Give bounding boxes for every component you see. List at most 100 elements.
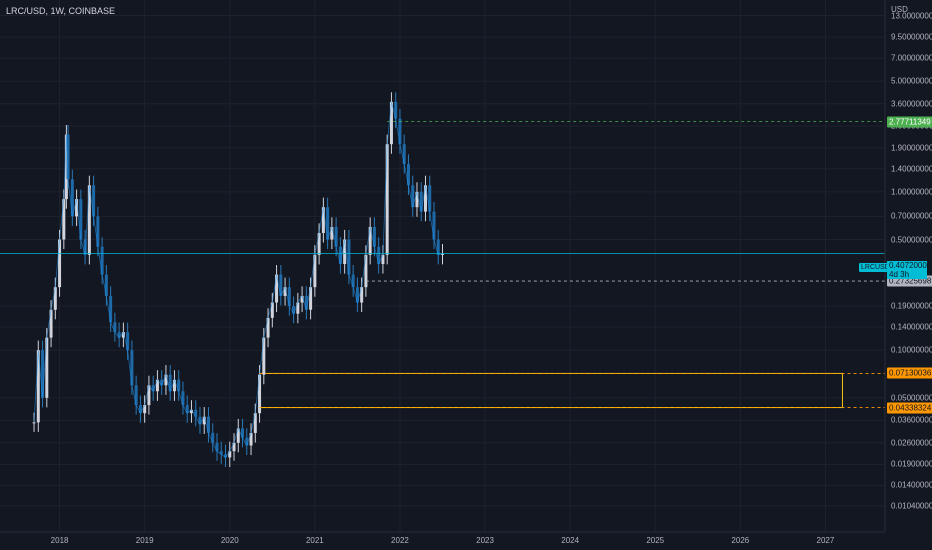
candle-body	[126, 332, 130, 351]
candle-body	[109, 295, 113, 323]
candle-body	[160, 379, 164, 386]
candle-body	[155, 379, 159, 392]
level-price-label: 0.04338324	[887, 402, 932, 414]
symbol-title: LRC/USD, 1W, COINBASE	[6, 6, 116, 16]
candle-body	[92, 185, 96, 217]
candle-body	[202, 416, 206, 425]
candle-body	[266, 317, 270, 338]
candle-body	[147, 385, 151, 406]
candle-body	[334, 226, 338, 247]
candle-body	[177, 379, 181, 392]
candle-body	[368, 226, 372, 255]
candle-body	[32, 422, 36, 424]
candle-body	[241, 428, 245, 438]
candle-body	[138, 405, 142, 414]
price-tick-label: 0.19000000	[891, 301, 932, 311]
price-tick-label: 13.00000000	[891, 11, 932, 20]
price-tick-label: 0.01400000	[891, 480, 932, 490]
candle-body	[406, 163, 410, 186]
price-tick-label: 1.90000000	[891, 143, 932, 153]
candle-body	[347, 239, 351, 275]
candle-body	[394, 101, 398, 119]
candle-body	[253, 413, 257, 433]
candle-body	[300, 295, 304, 303]
candle-body	[279, 274, 283, 296]
candle-body	[53, 287, 57, 310]
candle-body	[151, 385, 155, 392]
time-tick-label: 2024	[561, 536, 580, 545]
candle-body	[343, 239, 347, 265]
candle-body	[432, 211, 436, 240]
candle-body	[164, 374, 168, 386]
candle-body	[228, 451, 232, 458]
price-tick-label: 0.70000000	[891, 211, 932, 221]
candle-body	[198, 416, 202, 425]
candle-body	[58, 239, 62, 288]
candle-body	[262, 337, 266, 375]
candle-body	[249, 432, 253, 446]
candle-body	[287, 287, 291, 307]
candle-body	[389, 101, 393, 145]
candle-body	[236, 428, 240, 443]
candle-body	[49, 309, 53, 338]
candle-body	[355, 287, 359, 303]
candle-body	[436, 239, 440, 255]
candle-body	[351, 274, 355, 288]
candle-body	[121, 332, 125, 338]
price-tick-label: 0.01040000	[891, 501, 932, 511]
time-tick-label: 2021	[305, 536, 324, 545]
candle-body	[64, 134, 68, 200]
last-price-value: 0.40720000	[889, 261, 932, 270]
time-tick-label: 2020	[220, 536, 239, 545]
candle-body	[321, 207, 325, 233]
candle-body	[411, 185, 415, 208]
price-tick-label: 9.50000000	[891, 32, 932, 42]
time-tick-label: 2023	[476, 536, 494, 545]
candle-body	[75, 199, 79, 217]
demand-zone-rectangle[interactable]	[259, 372, 843, 409]
candle-body	[441, 253, 444, 255]
candle-body	[215, 442, 219, 452]
candle-body	[317, 232, 321, 255]
candle-body	[134, 385, 138, 406]
candle-body	[104, 274, 108, 296]
candle-body	[415, 191, 419, 208]
time-tick-label: 2027	[816, 536, 835, 545]
price-tick-label: 5.00000000	[891, 76, 932, 86]
price-tick-label: 0.03600000	[891, 415, 932, 425]
candle-body	[168, 374, 172, 392]
candle-body	[309, 287, 313, 310]
price-tick-label: 0.50000000	[891, 235, 932, 244]
candle-body	[96, 216, 100, 247]
candle-body	[100, 246, 104, 275]
candle-body	[372, 226, 376, 247]
candle-body	[172, 379, 176, 392]
candle-body	[398, 118, 402, 145]
time-tick-label: 2019	[135, 536, 154, 545]
candle-body	[62, 199, 66, 240]
price-tick-label: 0.01900000	[891, 459, 932, 469]
candle-body	[275, 274, 279, 303]
price-tick-label: 3.60000000	[891, 99, 932, 109]
candle-body	[36, 350, 40, 423]
candle-body	[70, 179, 74, 217]
candle-body	[224, 454, 228, 458]
candle-body	[270, 302, 274, 318]
candle-body	[423, 185, 427, 212]
candle-body	[364, 254, 368, 288]
candle-body	[189, 409, 193, 414]
last-price-label: 0.40720000 4d 3h	[887, 261, 932, 279]
candle-body	[130, 350, 134, 386]
candle-body	[87, 185, 91, 255]
candle-body	[296, 302, 300, 314]
candle-body	[185, 405, 189, 414]
candle-body	[338, 246, 342, 265]
candle-body	[283, 287, 287, 296]
price-tick-label: 0.14000000	[891, 322, 932, 332]
candle-body	[385, 144, 389, 255]
level-price-label: 0.27325698	[887, 275, 932, 287]
candle-body	[113, 322, 117, 333]
candle-body	[45, 337, 49, 398]
